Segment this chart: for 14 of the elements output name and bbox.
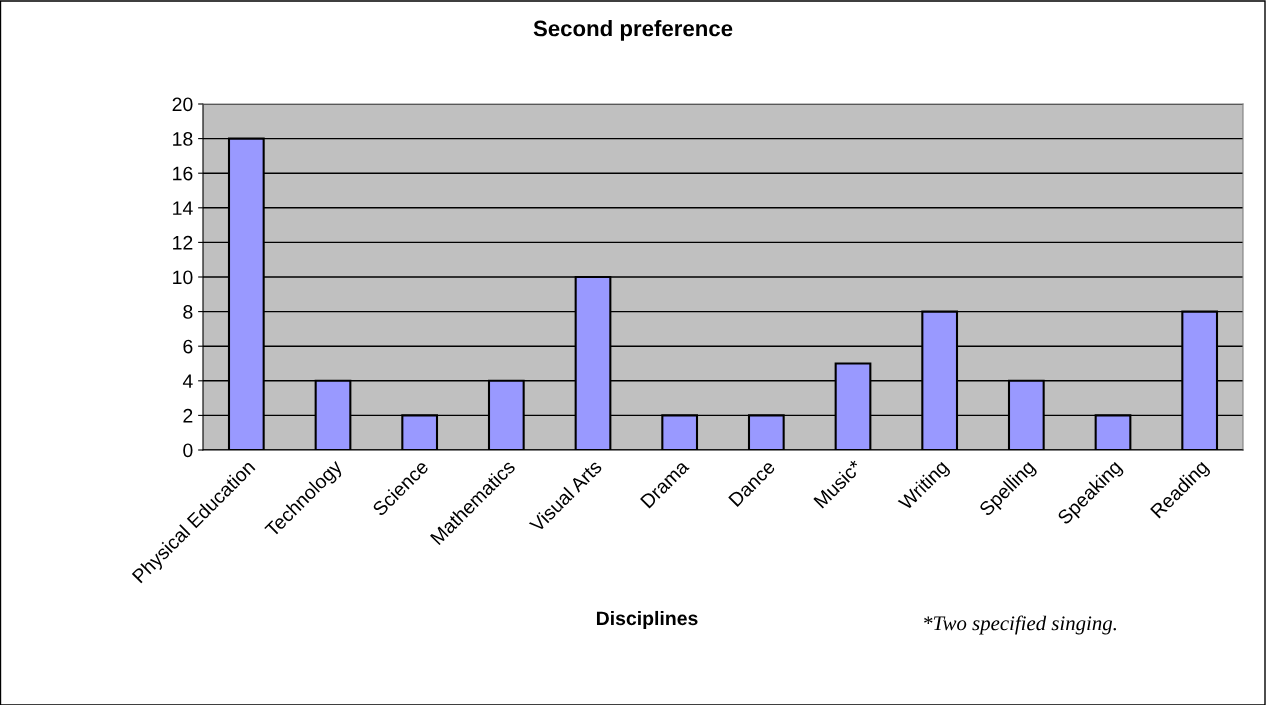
y-tick-label: 10	[173, 270, 193, 285]
y-tick-label: 2	[183, 408, 193, 423]
y-tick-label: 20	[172, 97, 193, 112]
chart-title: Second preference	[533, 20, 733, 41]
y-tick-label: 0	[183, 443, 193, 458]
text: *Two specified singing.	[924, 615, 1117, 635]
y-tick-label: 12	[173, 235, 193, 250]
x-axis-title: Disciplines	[596, 610, 698, 630]
y-tick-label: 14	[173, 201, 193, 215]
y-tick-label: 16	[173, 166, 193, 181]
y-tick-label: 4	[182, 374, 193, 388]
y-tick-label: 18	[173, 132, 193, 146]
y-tick-label: 6	[183, 339, 193, 354]
y-tick-label: 8	[183, 305, 193, 319]
